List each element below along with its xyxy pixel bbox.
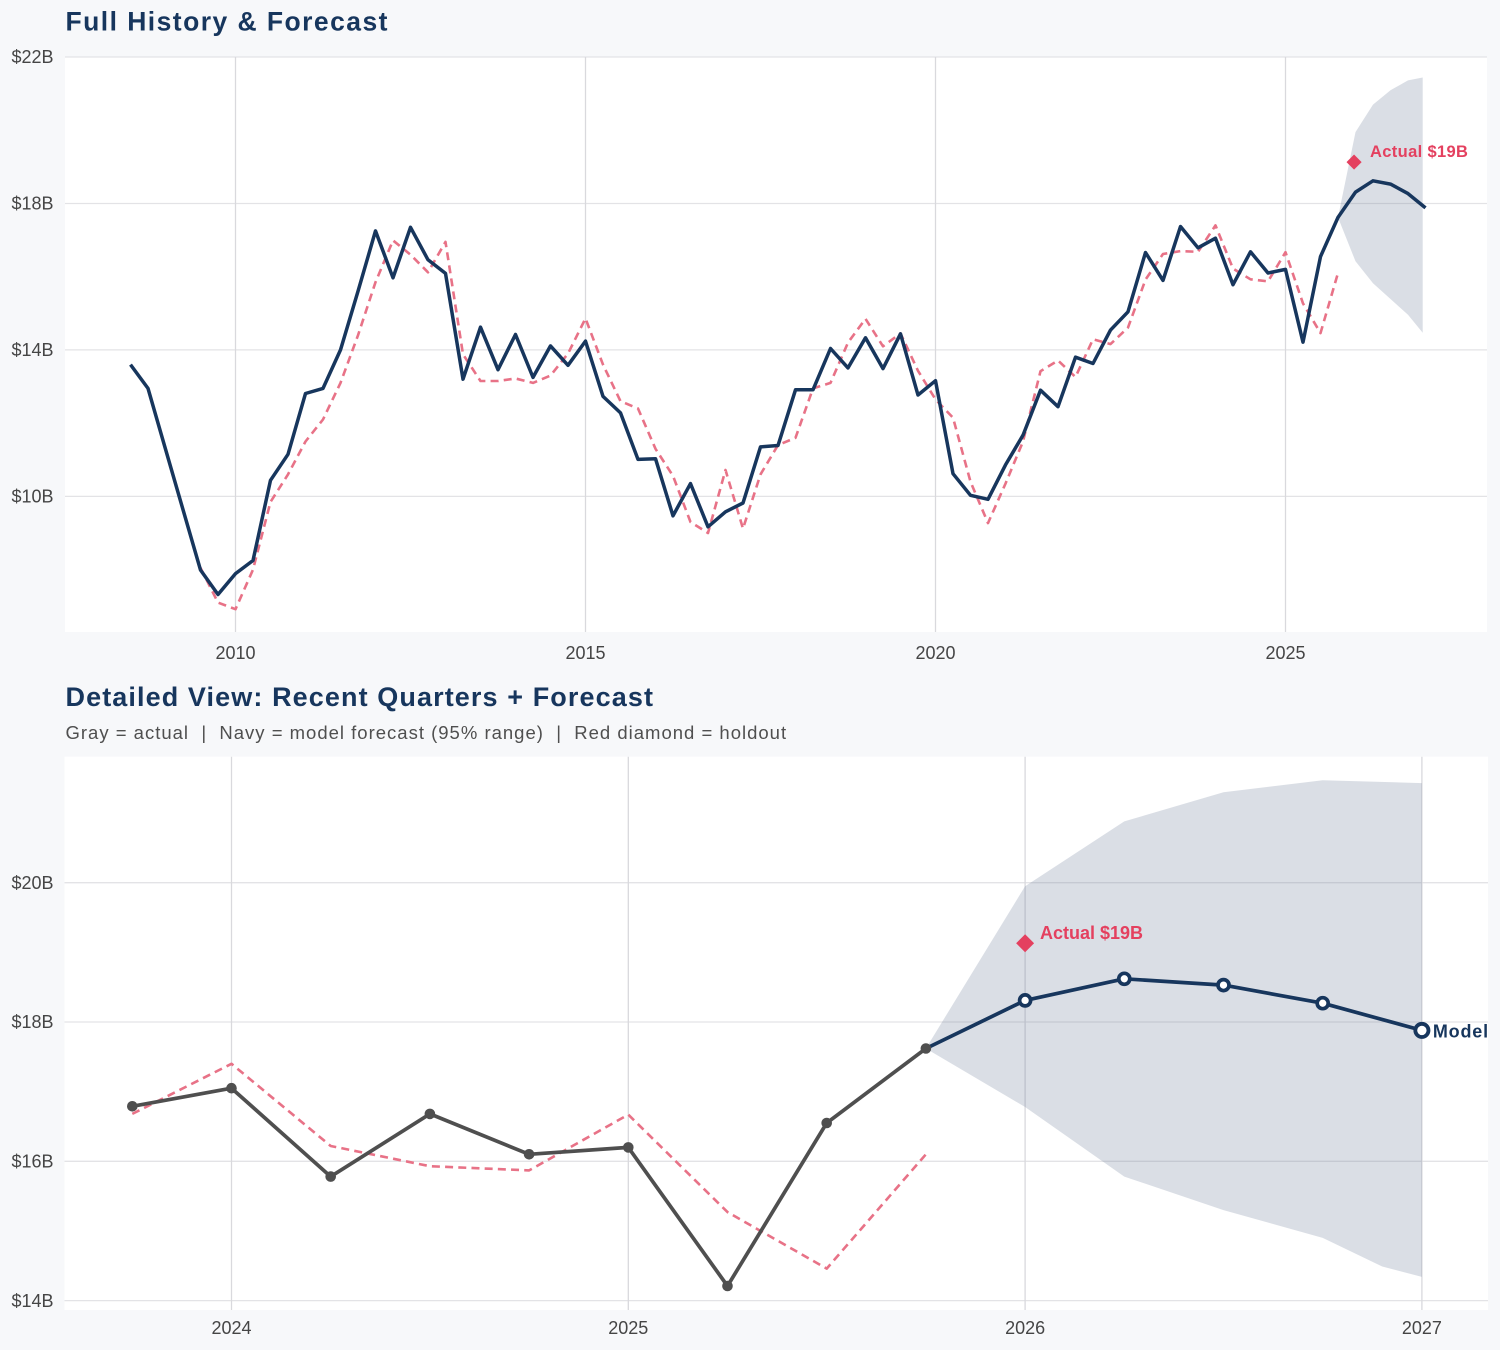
svg-text:2024: 2024 [211, 1318, 251, 1338]
svg-text:2025: 2025 [608, 1318, 648, 1338]
svg-text:2015: 2015 [565, 643, 605, 663]
svg-text:Actual $19B: Actual $19B [1370, 143, 1468, 161]
svg-text:2025: 2025 [1265, 643, 1305, 663]
svg-text:$14B: $14B [12, 340, 54, 360]
svg-text:Actual $19B: Actual $19B [1040, 923, 1143, 943]
svg-text:Gray = actual | Navy = model: Gray = actual | Navy = model forecast (9… [66, 722, 788, 743]
svg-text:$10B: $10B [12, 487, 54, 507]
svg-text:$18B: $18B [12, 194, 54, 214]
svg-text:Detailed View: Recent Quarters: Detailed View: Recent Quarters + Forecas… [66, 682, 655, 712]
svg-text:2026: 2026 [1005, 1318, 1045, 1338]
svg-text:2020: 2020 [915, 643, 955, 663]
svg-text:$18B: $18B [12, 1012, 54, 1032]
svg-text:$14B: $14B [12, 1291, 54, 1311]
svg-text:2010: 2010 [215, 643, 255, 663]
svg-text:$20B: $20B [12, 873, 54, 893]
svg-text:$16B: $16B [12, 1152, 54, 1172]
svg-text:$22B: $22B [12, 47, 54, 67]
svg-text:2027: 2027 [1402, 1318, 1442, 1338]
svg-text:Full History & Forecast: Full History & Forecast [66, 7, 389, 37]
svg-text:Model: Model [1433, 1021, 1489, 1041]
